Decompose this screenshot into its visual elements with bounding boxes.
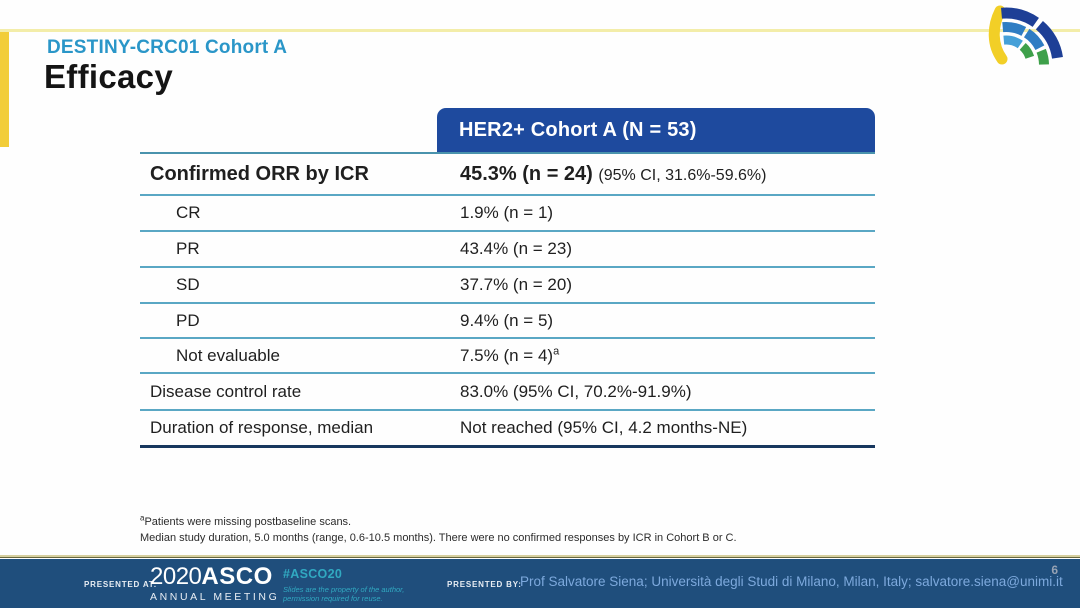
- row-label: Duration of response, median: [150, 418, 374, 437]
- row-value: 83.0% (95% CI, 70.2%-91.9%): [460, 381, 692, 401]
- row-value-main: 7.5% (n = 4): [460, 345, 554, 365]
- footer-separator: [0, 555, 1080, 558]
- table-header-cell: HER2+ Cohort A (N = 53): [437, 108, 875, 152]
- slide-kicker: DESTINY-CRC01 Cohort A: [47, 37, 288, 58]
- meeting-subtitle: ANNUAL MEETING: [150, 591, 280, 603]
- footnote-marker: a: [553, 344, 560, 357]
- page-title: Efficacy: [44, 58, 173, 95]
- row-value-ci: (95% CI, 31.6%-59.6%): [598, 166, 767, 184]
- footnote-marker: a: [140, 513, 145, 523]
- row-label: PR: [176, 239, 200, 258]
- presenter-credit: Prof Salvatore Siena; Università degli S…: [520, 574, 1063, 589]
- rights-line-1: Slides are the property of the author,: [283, 585, 405, 594]
- table-row-sd: SD 37.7% (n = 20): [140, 268, 875, 304]
- footer-bar: PRESENTED AT: 2020ASCO ANNUAL MEETING #A…: [0, 559, 1080, 608]
- footnote-line-2: Median study duration, 5.0 months (range…: [140, 532, 737, 544]
- rights-notice: Slides are the property of the author, p…: [283, 585, 404, 603]
- page-number: 6: [1051, 563, 1058, 577]
- presented-at-label: PRESENTED AT:: [84, 580, 158, 589]
- row-label: Confirmed ORR by ICR: [150, 162, 369, 185]
- table-row-pd: PD 9.4% (n = 5): [140, 304, 875, 339]
- table-row-disease-control-rate: Disease control rate 83.0% (95% CI, 70.2…: [140, 374, 875, 411]
- meeting-name: ASCO: [201, 563, 273, 590]
- table-row-not-evaluable: Not evaluable 7.5% (n = 4)a: [140, 339, 875, 374]
- hashtag: #ASCO20: [283, 567, 343, 581]
- asco-meeting-wordmark: 2020ASCO ANNUAL MEETING: [150, 565, 280, 604]
- row-value: 45.3% (n = 24) (95% CI, 31.6%-59.6%): [460, 163, 766, 186]
- row-label: PD: [176, 310, 200, 330]
- row-label: CR: [176, 203, 201, 222]
- left-accent-bar: [0, 32, 9, 147]
- hashtag-block: #ASCO20 Slides are the property of the a…: [283, 567, 404, 603]
- footnote-line-1: aPatients were missing postbaseline scan…: [140, 514, 737, 530]
- top-accent-line: [0, 29, 1080, 32]
- row-label: SD: [176, 275, 200, 294]
- row-value: 1.9% (n = 1): [460, 203, 554, 222]
- footnote-text: Patients were missing postbaseline scans…: [144, 516, 352, 528]
- table-row-cr: CR 1.9% (n = 1): [140, 196, 875, 232]
- row-value: 7.5% (n = 4)a: [460, 344, 560, 366]
- row-value: 43.4% (n = 23): [460, 239, 572, 258]
- footnotes: aPatients were missing postbaseline scan…: [140, 514, 737, 546]
- meeting-year: 2020: [150, 563, 202, 590]
- table-row-duration-of-response: Duration of response, median Not reached…: [140, 411, 875, 448]
- efficacy-table: HER2+ Cohort A (N = 53) Confirmed ORR by…: [140, 108, 875, 448]
- asco-wordmark-top: 2020ASCO: [150, 565, 279, 589]
- asco-2020-logo-icon: [988, 5, 1063, 65]
- row-label: Not evaluable: [176, 345, 280, 365]
- presented-by-label: PRESENTED BY:: [447, 580, 522, 589]
- row-label: Disease control rate: [150, 381, 302, 401]
- row-value: 9.4% (n = 5): [460, 310, 554, 330]
- rights-line-2: permission required for reuse.: [283, 594, 383, 603]
- table-row-confirmed-orr: Confirmed ORR by ICR 45.3% (n = 24) (95%…: [140, 152, 875, 196]
- row-value: Not reached (95% CI, 4.2 months-NE): [460, 418, 748, 437]
- row-value-main: 45.3% (n = 24): [460, 162, 593, 185]
- row-value: 37.7% (n = 20): [460, 275, 572, 294]
- table-row-pr: PR 43.4% (n = 23): [140, 232, 875, 268]
